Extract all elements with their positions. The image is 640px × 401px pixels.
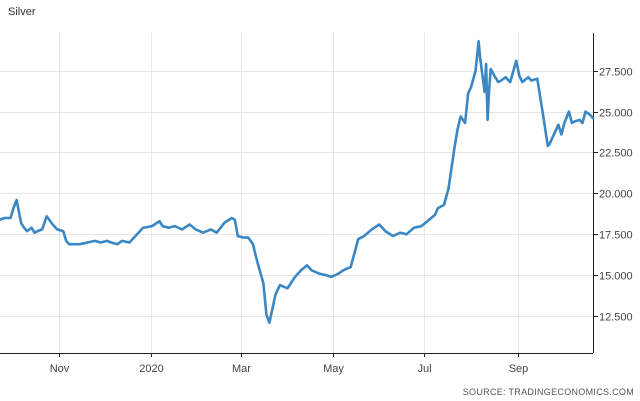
series-line: [0, 39, 595, 324]
y-tick-label: 20.000: [599, 189, 633, 201]
y-tick-label: 25.000: [599, 108, 633, 120]
grid-lines: [0, 33, 593, 353]
x-tick-label: 2020: [139, 363, 163, 375]
y-tick-label: 15.000: [599, 271, 633, 283]
y-tick-label: 12.500: [599, 312, 633, 324]
x-tick-label: Mar: [232, 363, 251, 375]
y-tick-label: 17.500: [599, 230, 633, 242]
x-tick-label: Sep: [509, 363, 529, 375]
x-tick-label: Nov: [50, 363, 70, 375]
x-tick-label: Jul: [417, 363, 431, 375]
y-tick-label: 27.500: [599, 67, 633, 79]
axes: [0, 33, 598, 357]
chart-title: Silver: [8, 6, 36, 18]
series-layer: [0, 39, 595, 324]
x-tick-label: May: [323, 363, 344, 375]
source-credit: SOURCE: TRADINGECONOMICS.COM: [462, 387, 634, 397]
y-tick-label: 22.500: [599, 148, 633, 160]
tick-labels: 12.500 15.000 17.500 20.000 22.500 25.000 27.5…: [50, 67, 633, 376]
